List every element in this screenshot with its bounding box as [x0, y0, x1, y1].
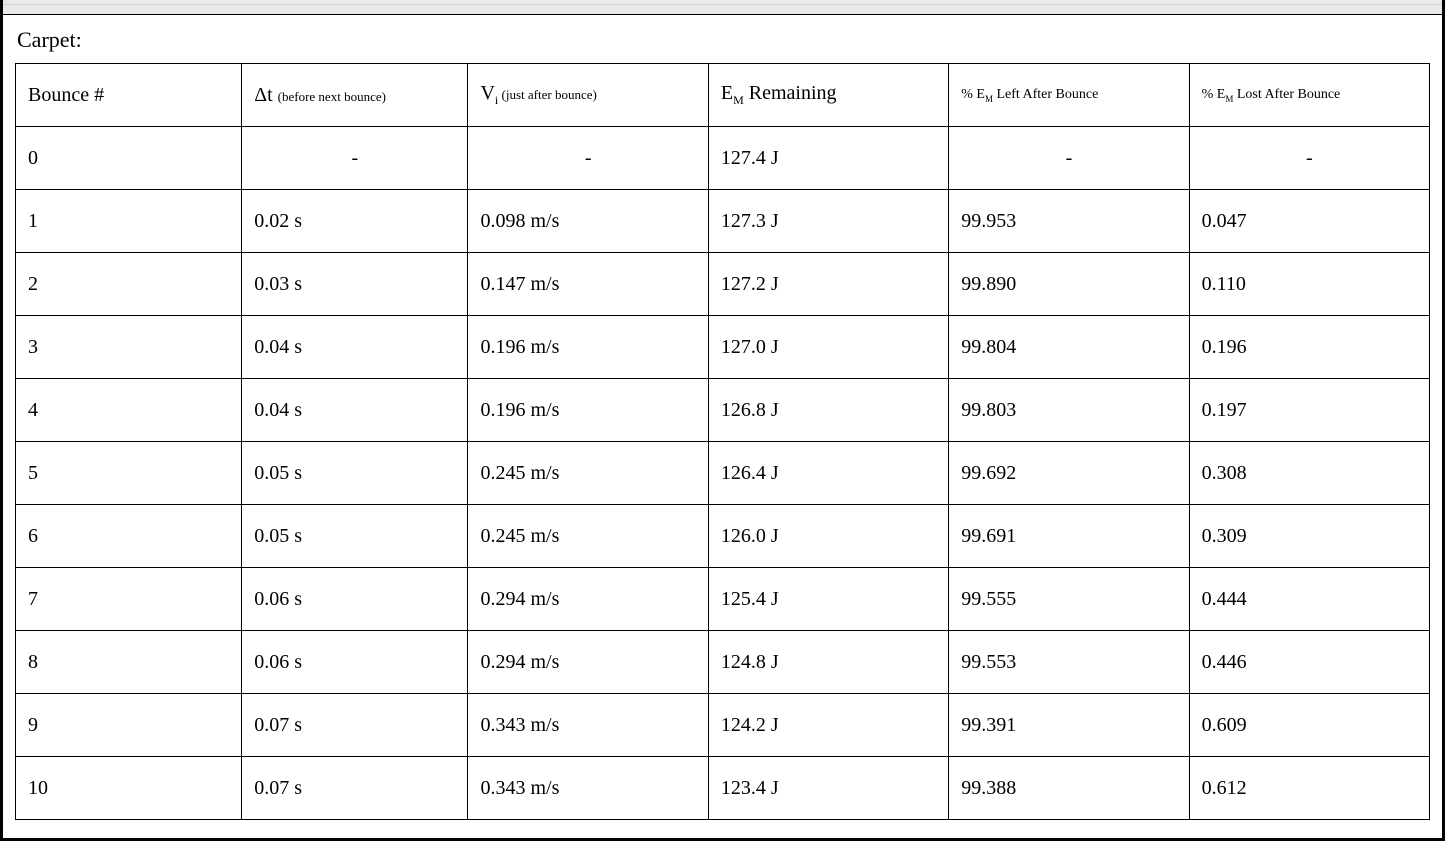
cell-pct-left: 99.391: [949, 694, 1189, 757]
table-row: 70.06 s0.294 m/s125.4 J99.5550.444: [16, 568, 1430, 631]
cell-vi: 0.343 m/s: [468, 694, 708, 757]
table-row: 40.04 s0.196 m/s126.8 J99.8030.197: [16, 379, 1430, 442]
cell-pct-left: 99.803: [949, 379, 1189, 442]
cell-em: 126.8 J: [708, 379, 948, 442]
table-row: 10.02 s0.098 m/s127.3 J99.9530.047: [16, 190, 1430, 253]
cell-vi: 0.343 m/s: [468, 757, 708, 820]
table-row: 30.04 s0.196 m/s127.0 J99.8040.196: [16, 316, 1430, 379]
cell-bounce: 8: [16, 631, 242, 694]
table-row: 90.07 s0.343 m/s124.2 J99.3910.609: [16, 694, 1430, 757]
page-frame: Carpet: Bounce # Δt (before next bounce)…: [0, 0, 1445, 841]
cell-vi: 0.098 m/s: [468, 190, 708, 253]
cell-pct-lost: 0.309: [1189, 505, 1429, 568]
table-row: 0--127.4 J--: [16, 127, 1430, 190]
cell-dt: 0.07 s: [242, 694, 468, 757]
cell-dt: 0.05 s: [242, 505, 468, 568]
cell-em: 125.4 J: [708, 568, 948, 631]
cell-bounce: 2: [16, 253, 242, 316]
table-row: 60.05 s0.245 m/s126.0 J99.6910.309: [16, 505, 1430, 568]
table-row: 80.06 s0.294 m/s124.8 J99.5530.446: [16, 631, 1430, 694]
cell-vi: 0.294 m/s: [468, 631, 708, 694]
cell-bounce: 5: [16, 442, 242, 505]
cell-dt: 0.05 s: [242, 442, 468, 505]
col-pct-lost: % EM Lost After Bounce: [1189, 64, 1429, 127]
cell-bounce: 3: [16, 316, 242, 379]
cell-pct-lost: 0.047: [1189, 190, 1429, 253]
cell-bounce: 0: [16, 127, 242, 190]
cell-em: 126.4 J: [708, 442, 948, 505]
cell-pct-lost: -: [1189, 127, 1429, 190]
cell-pct-left: 99.890: [949, 253, 1189, 316]
cell-pct-left: 99.804: [949, 316, 1189, 379]
cell-em: 127.2 J: [708, 253, 948, 316]
table-row: 20.03 s0.147 m/s127.2 J99.8900.110: [16, 253, 1430, 316]
cell-pct-left: 99.692: [949, 442, 1189, 505]
cell-vi: 0.196 m/s: [468, 316, 708, 379]
cell-dt: 0.07 s: [242, 757, 468, 820]
cell-pct-lost: 0.196: [1189, 316, 1429, 379]
cell-em: 124.8 J: [708, 631, 948, 694]
cell-pct-lost: 0.308: [1189, 442, 1429, 505]
cell-dt: -: [242, 127, 468, 190]
col-em: EM Remaining: [708, 64, 948, 127]
cell-pct-left: 99.691: [949, 505, 1189, 568]
cell-bounce: 1: [16, 190, 242, 253]
cell-pct-lost: 0.197: [1189, 379, 1429, 442]
cell-dt: 0.03 s: [242, 253, 468, 316]
cell-em: 126.0 J: [708, 505, 948, 568]
cell-em: 124.2 J: [708, 694, 948, 757]
cell-bounce: 4: [16, 379, 242, 442]
table-row: 100.07 s0.343 m/s123.4 J99.3880.612: [16, 757, 1430, 820]
cell-pct-lost: 0.609: [1189, 694, 1429, 757]
table-header-row: Bounce # Δt (before next bounce) Vi (jus…: [16, 64, 1430, 127]
section-title: Carpet:: [17, 27, 1430, 53]
cell-dt: 0.04 s: [242, 379, 468, 442]
cell-pct-left: 99.555: [949, 568, 1189, 631]
cell-pct-left: 99.953: [949, 190, 1189, 253]
cell-dt: 0.02 s: [242, 190, 468, 253]
cell-bounce: 10: [16, 757, 242, 820]
cell-pct-lost: 0.446: [1189, 631, 1429, 694]
top-strip: [3, 0, 1442, 15]
cell-vi: 0.147 m/s: [468, 253, 708, 316]
col-dt: Δt (before next bounce): [242, 64, 468, 127]
cell-vi: 0.245 m/s: [468, 442, 708, 505]
cell-em: 123.4 J: [708, 757, 948, 820]
cell-bounce: 9: [16, 694, 242, 757]
cell-vi: 0.196 m/s: [468, 379, 708, 442]
cell-dt: 0.06 s: [242, 631, 468, 694]
cell-pct-lost: 0.444: [1189, 568, 1429, 631]
cell-pct-left: 99.553: [949, 631, 1189, 694]
cell-vi: -: [468, 127, 708, 190]
table-body: 0--127.4 J--10.02 s0.098 m/s127.3 J99.95…: [16, 127, 1430, 820]
cell-em: 127.3 J: [708, 190, 948, 253]
cell-dt: 0.06 s: [242, 568, 468, 631]
cell-dt: 0.04 s: [242, 316, 468, 379]
content-area: Carpet: Bounce # Δt (before next bounce)…: [3, 15, 1442, 838]
col-pct-left: % EM Left After Bounce: [949, 64, 1189, 127]
cell-vi: 0.245 m/s: [468, 505, 708, 568]
cell-em: 127.0 J: [708, 316, 948, 379]
cell-em: 127.4 J: [708, 127, 948, 190]
cell-pct-left: -: [949, 127, 1189, 190]
table-row: 50.05 s0.245 m/s126.4 J99.6920.308: [16, 442, 1430, 505]
cell-bounce: 6: [16, 505, 242, 568]
cell-bounce: 7: [16, 568, 242, 631]
cell-pct-left: 99.388: [949, 757, 1189, 820]
cell-pct-lost: 0.110: [1189, 253, 1429, 316]
col-bounce: Bounce #: [16, 64, 242, 127]
cell-vi: 0.294 m/s: [468, 568, 708, 631]
cell-pct-lost: 0.612: [1189, 757, 1429, 820]
bounce-table: Bounce # Δt (before next bounce) Vi (jus…: [15, 63, 1430, 820]
col-vi: Vi (just after bounce): [468, 64, 708, 127]
